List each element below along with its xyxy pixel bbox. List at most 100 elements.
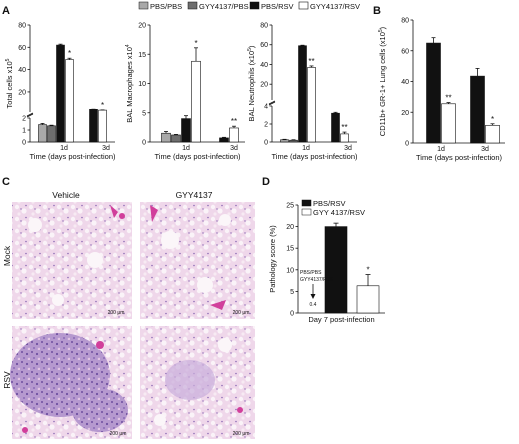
y-tick-label: 0: [142, 140, 146, 147]
y-tick-label: 60: [401, 48, 409, 55]
bar: [470, 75, 485, 144]
micrograph-gyy4137-rsv: 200 μm: [140, 326, 255, 439]
x-tick-label: 1d: [302, 145, 310, 152]
micrograph-vehicle-rsv: 200 μm: [10, 326, 132, 439]
bar: [356, 285, 380, 314]
scale-bar-label: 200 μm: [233, 431, 250, 437]
panel-letter-c: C: [2, 176, 10, 188]
y-tick-label: 40: [18, 67, 26, 74]
x-axis-label: Time (days post-infection): [29, 152, 116, 161]
y-tick-label: 0: [405, 141, 409, 148]
note-line: PBS/PBS: [300, 270, 322, 276]
y-tick-label: 1: [22, 128, 26, 135]
x-tick-label: 1d: [182, 145, 190, 152]
y-tick-label: 60: [260, 42, 268, 49]
bar: [298, 45, 307, 143]
bar: [340, 133, 349, 143]
legend-label-gyy-rsv: GYY4137/RSV: [310, 2, 360, 11]
x-tick-label: 1d: [437, 146, 445, 153]
legend-label-gyy-pbs: GYY4137/PBS: [199, 2, 249, 11]
row-label-mock: Mock: [2, 245, 12, 266]
bar: [324, 226, 348, 314]
significance-marker: **: [341, 123, 347, 132]
y-tick-label: 80: [260, 23, 268, 30]
bar: [331, 112, 340, 143]
y-axis-label: Total cells x105: [5, 58, 14, 108]
micrograph-vehicle-mock: 200 μm: [12, 202, 132, 319]
axis-break-mark: [268, 100, 276, 105]
significance-marker: *: [68, 49, 71, 58]
significance-marker: *: [491, 115, 494, 124]
y-tick-label: 2: [264, 122, 268, 129]
bar: [38, 124, 47, 143]
x-axis-label: Time (days post-infection): [271, 152, 358, 161]
legend-swatch-pbs-rsv: [249, 1, 260, 10]
y-tick-label: 10: [138, 81, 146, 88]
chart-bal-macrophages: 0 5 10 15 20 BAL Macrophages x104 * 1d ** 3dTime …: [125, 23, 245, 161]
bar: [485, 125, 500, 144]
y-axis-label: BAL Macrophages x104: [125, 44, 134, 123]
col-label-gyy4137: GYY4137: [176, 190, 213, 200]
significance-marker: **: [231, 117, 237, 126]
y-tick-label: 25: [286, 203, 294, 210]
significance-marker: **: [308, 57, 314, 66]
scale-bar-label: 200 μm: [110, 431, 127, 437]
panel-letter-a: A: [2, 5, 10, 17]
scale-bar-label: 200 μm: [108, 310, 125, 316]
y-tick-label: 80: [18, 23, 26, 30]
y-tick-label: 40: [401, 79, 409, 86]
y-axis-label-exponent: 5: [5, 58, 11, 61]
micrograph-gyy4137-mock: 200 μm: [140, 202, 255, 319]
y-tick-label: 5: [142, 110, 146, 117]
y-tick-label: 20: [260, 82, 268, 89]
top-legend: PBS/PBS GYY4137/PBS PBS/RSV GYY4137/RSV: [138, 1, 360, 11]
y-axis-label-end: ): [247, 45, 256, 48]
y-axis-label-exponent: 5: [247, 48, 253, 51]
x-tick-label: 3d: [102, 145, 110, 152]
bar: [441, 103, 456, 144]
axis-break-mark: [26, 112, 34, 117]
legend-swatch-pbs-pbs: [138, 1, 149, 10]
legend-label-pbs-rsv: PBS/RSV: [261, 2, 294, 11]
scale-bar-label: 200 μm: [233, 310, 250, 316]
panel-letter-b: B: [373, 5, 381, 17]
y-tick-label: 20: [138, 23, 146, 30]
chart-bal-neutrophils: 0 2 4 20 40 60 80 BAL Neutrophils (x105) ** 1d ** 3…: [247, 23, 358, 162]
bar: [191, 60, 201, 143]
bar: [161, 132, 171, 143]
bar: [280, 139, 289, 143]
y-tick-label: 40: [260, 62, 268, 69]
y-tick-label: 10: [286, 267, 294, 274]
bar: [181, 118, 191, 143]
bar: [219, 137, 229, 143]
axis-break-mark: [268, 101, 276, 106]
note-value: 0.4: [310, 302, 317, 308]
y-axis-label-exponent: 4: [125, 44, 131, 47]
y-axis-label: BAL Neutrophils (x105): [247, 45, 256, 121]
bar: [98, 109, 107, 143]
legend-swatch-gyy-pbs: [187, 1, 198, 10]
legend-swatch-gyy-rsv: [301, 208, 312, 216]
bar: [89, 109, 98, 143]
y-tick-label: 80: [401, 18, 409, 25]
col-label-vehicle: Vehicle: [52, 190, 80, 200]
x-axis-label: Time (days post-infection): [416, 153, 503, 162]
y-tick-label: 20: [286, 224, 294, 231]
legend-swatch-gyy-rsv: [298, 1, 309, 10]
y-tick-label: 4: [264, 104, 268, 111]
y-tick-label: 20: [401, 110, 409, 117]
bar: [229, 127, 239, 143]
y-tick-label: 0: [290, 311, 294, 318]
significance-marker: *: [101, 101, 104, 110]
x-tick-label: 3d: [344, 145, 352, 152]
y-tick-label: 2: [22, 116, 26, 123]
y-tick-label: 60: [18, 45, 26, 52]
y-tick-label: 0: [22, 140, 26, 147]
y-tick-label: 5: [290, 289, 294, 296]
significance-marker: **: [445, 94, 451, 103]
y-tick-label: 15: [286, 246, 294, 253]
significance-marker: *: [366, 266, 369, 275]
legend-label-gyy-rsv: GYY 4137/RSV: [313, 208, 365, 217]
